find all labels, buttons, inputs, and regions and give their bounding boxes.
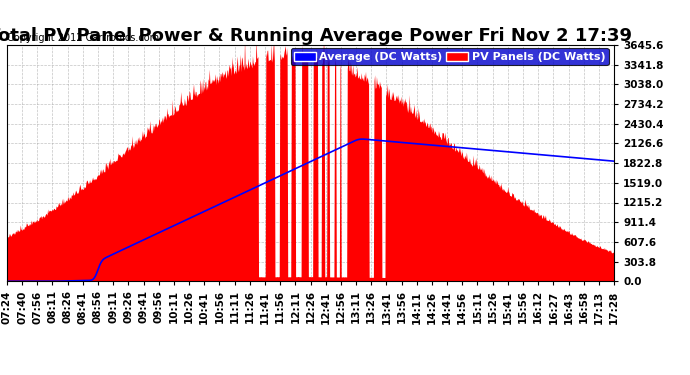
Title: Total PV Panel Power & Running Average Power Fri Nov 2 17:39: Total PV Panel Power & Running Average P… (0, 27, 633, 45)
Legend: Average (DC Watts), PV Panels (DC Watts): Average (DC Watts), PV Panels (DC Watts) (290, 48, 609, 65)
Text: Copyright 2012 Cartronics.com: Copyright 2012 Cartronics.com (7, 33, 159, 43)
